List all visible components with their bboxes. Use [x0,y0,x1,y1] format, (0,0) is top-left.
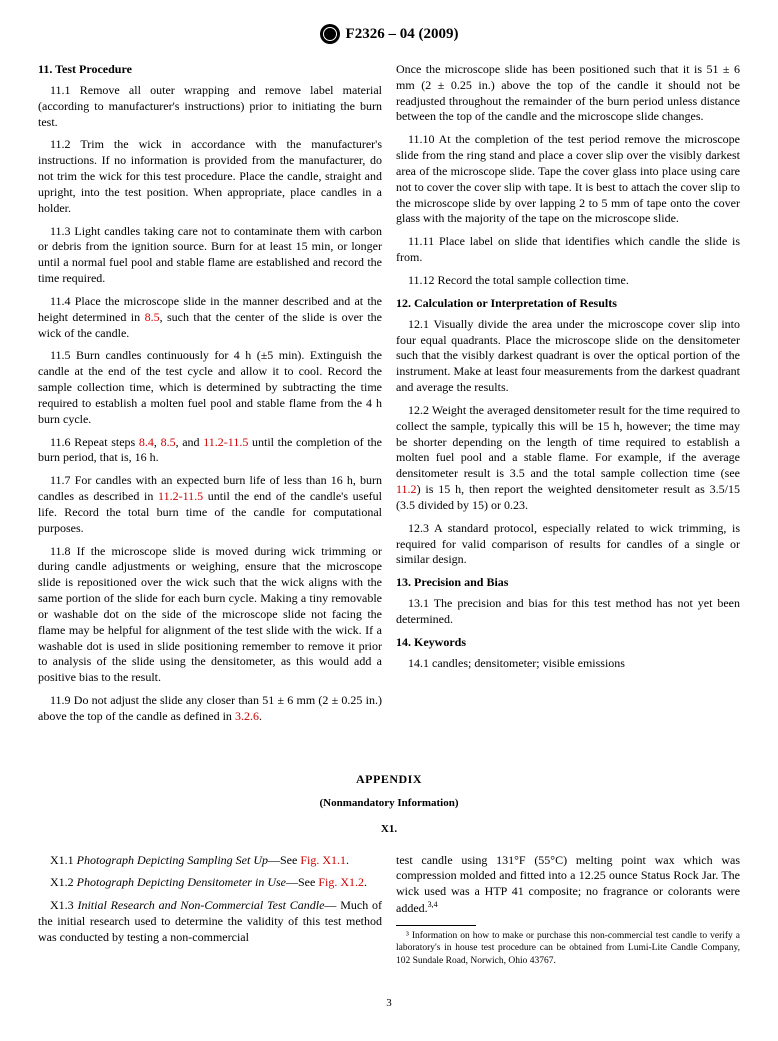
section-11-title: 11. Test Procedure [38,62,382,77]
para-11-10: 11.10 At the completion of the test peri… [396,132,740,227]
para-11-3: 11.3 Light candles taking care not to co… [38,224,382,287]
ref-8-4: 8.4 [139,435,154,449]
para-11-4: 11.4 Place the microscope slide in the m… [38,294,382,341]
designation: F2326 – 04 (2009) [346,26,459,43]
appendix-x1: X1. [38,823,740,835]
para-14-1: 14.1 candles; densitometer; visible emis… [396,656,740,672]
footnote-3: ³ Information on how to make or purchase… [396,930,740,967]
ref-fig-x1-1: Fig. X1.1 [300,853,346,867]
left-column: 11. Test Procedure 11.1 Remove all outer… [38,62,382,732]
section-13-title: 13. Precision and Bias [396,575,740,590]
footnote-rule [396,925,476,926]
para-11-6: 11.6 Repeat steps 8.4, 8.5, and 11.2-11.… [38,435,382,467]
para-x1-3-cont: test candle using 131°F (55°C) melting p… [396,853,740,917]
footnote-mark: 3,4 [428,900,438,909]
appendix-left-column: X1.1 Photograph Depicting Sampling Set U… [38,853,382,967]
appendix-right-column: test candle using 131°F (55°C) melting p… [396,853,740,967]
ref-8-5b: 8.5 [161,435,176,449]
main-columns: 11. Test Procedure 11.1 Remove all outer… [38,62,740,732]
astm-logo-icon [320,24,340,44]
ref-11-2-11-5b: 11.2-11.5 [158,489,203,503]
ref-8-5: 8.5 [145,310,160,324]
appendix-columns: X1.1 Photograph Depicting Sampling Set U… [38,853,740,967]
para-x1-3: X1.3 Initial Research and Non-Commercial… [38,898,382,945]
appendix-title: APPENDIX [38,772,740,787]
para-11-12: 11.12 Record the total sample collection… [396,273,740,289]
para-11-7: 11.7 For candles with an expected burn l… [38,473,382,536]
para-13-1: 13.1 The precision and bias for this tes… [396,596,740,628]
para-11-8: 11.8 If the microscope slide is moved du… [38,544,382,686]
section-12-title: 12. Calculation or Interpretation of Res… [396,296,740,311]
ref-11-2: 11.2 [396,482,417,496]
para-11-9-cont: Once the microscope slide has been posit… [396,62,740,125]
page: F2326 – 04 (2009) 11. Test Procedure 11.… [0,0,778,1039]
section-14-title: 14. Keywords [396,635,740,650]
page-number: 3 [38,997,740,1009]
para-12-2: 12.2 Weight the averaged densitometer re… [396,403,740,514]
ref-11-2-11-5: 11.2-11.5 [203,435,248,449]
para-11-9: 11.9 Do not adjust the slide any closer … [38,693,382,725]
para-12-3: 12.3 A standard protocol, especially rel… [396,521,740,568]
para-x1-1: X1.1 Photograph Depicting Sampling Set U… [38,853,382,869]
right-column: Once the microscope slide has been posit… [396,62,740,732]
appendix-subtitle: (Nonmandatory Information) [38,797,740,809]
ref-3-2-6: 3.2.6 [235,709,259,723]
para-x1-2: X1.2 Photograph Depicting Densitometer i… [38,875,382,891]
para-11-5: 11.5 Burn candles continuously for 4 h (… [38,348,382,427]
header: F2326 – 04 (2009) [38,24,740,44]
para-11-2: 11.2 Trim the wick in accordance with th… [38,137,382,216]
para-11-11: 11.11 Place label on slide that identifi… [396,234,740,266]
ref-fig-x1-2: Fig. X1.2 [318,875,364,889]
para-11-1: 11.1 Remove all outer wrapping and remov… [38,83,382,130]
para-12-1: 12.1 Visually divide the area under the … [396,317,740,396]
